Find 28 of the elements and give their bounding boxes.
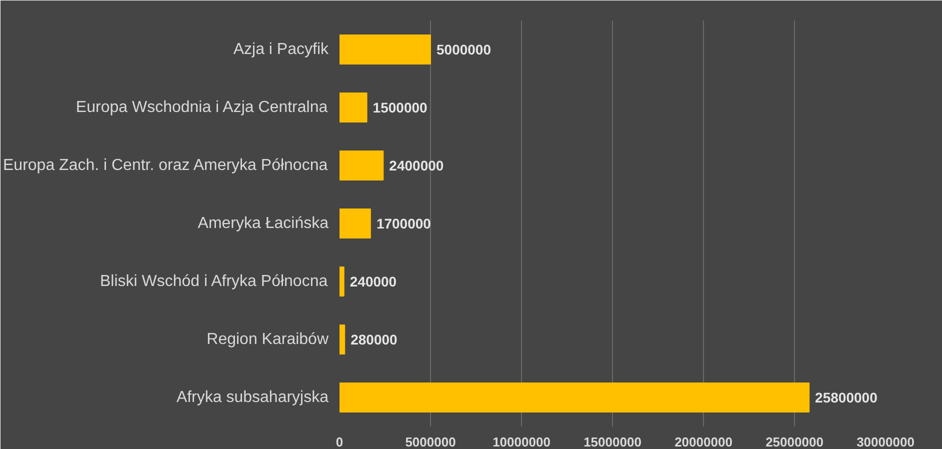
bar	[340, 382, 810, 412]
bar	[340, 266, 344, 296]
data-label: 1500000	[372, 100, 428, 116]
x-tick-label: 20000000	[674, 434, 732, 449]
y-tick-label: Europa Zach. i Centr. oraz Ameryka Północna	[3, 157, 328, 174]
data-label: 280000	[350, 332, 398, 348]
bar	[340, 34, 431, 64]
x-tick-label: 25000000	[766, 434, 824, 449]
data-label: 25800000	[815, 390, 878, 406]
x-tick-label: 15000000	[584, 434, 642, 449]
x-tick-label: 10000000	[492, 434, 550, 449]
y-tick-label: Azja i Pacyfik	[233, 41, 330, 58]
y-tick-label: Afryka subsaharyjska	[176, 389, 329, 406]
y-tick-label: Europa Wschodnia i Azja Centralna	[76, 99, 328, 116]
data-label: 1700000	[376, 216, 432, 232]
x-tick-label: 5000000	[405, 434, 456, 449]
data-label: 240000	[350, 274, 397, 290]
x-tick-label: 0	[336, 434, 344, 449]
y-tick-label: Bliski Wschód i Afryka Północna	[100, 273, 328, 290]
x-tick-label: 30000000	[856, 434, 914, 449]
y-tick-label: Region Karaibów	[206, 331, 329, 348]
data-label: 5000000	[436, 42, 492, 58]
data-label: 2400000	[389, 158, 444, 174]
y-tick-label: Ameryka Łacińska	[198, 215, 329, 232]
bar	[340, 324, 346, 354]
bar	[340, 208, 371, 238]
bar	[340, 150, 384, 180]
bar	[340, 92, 368, 122]
